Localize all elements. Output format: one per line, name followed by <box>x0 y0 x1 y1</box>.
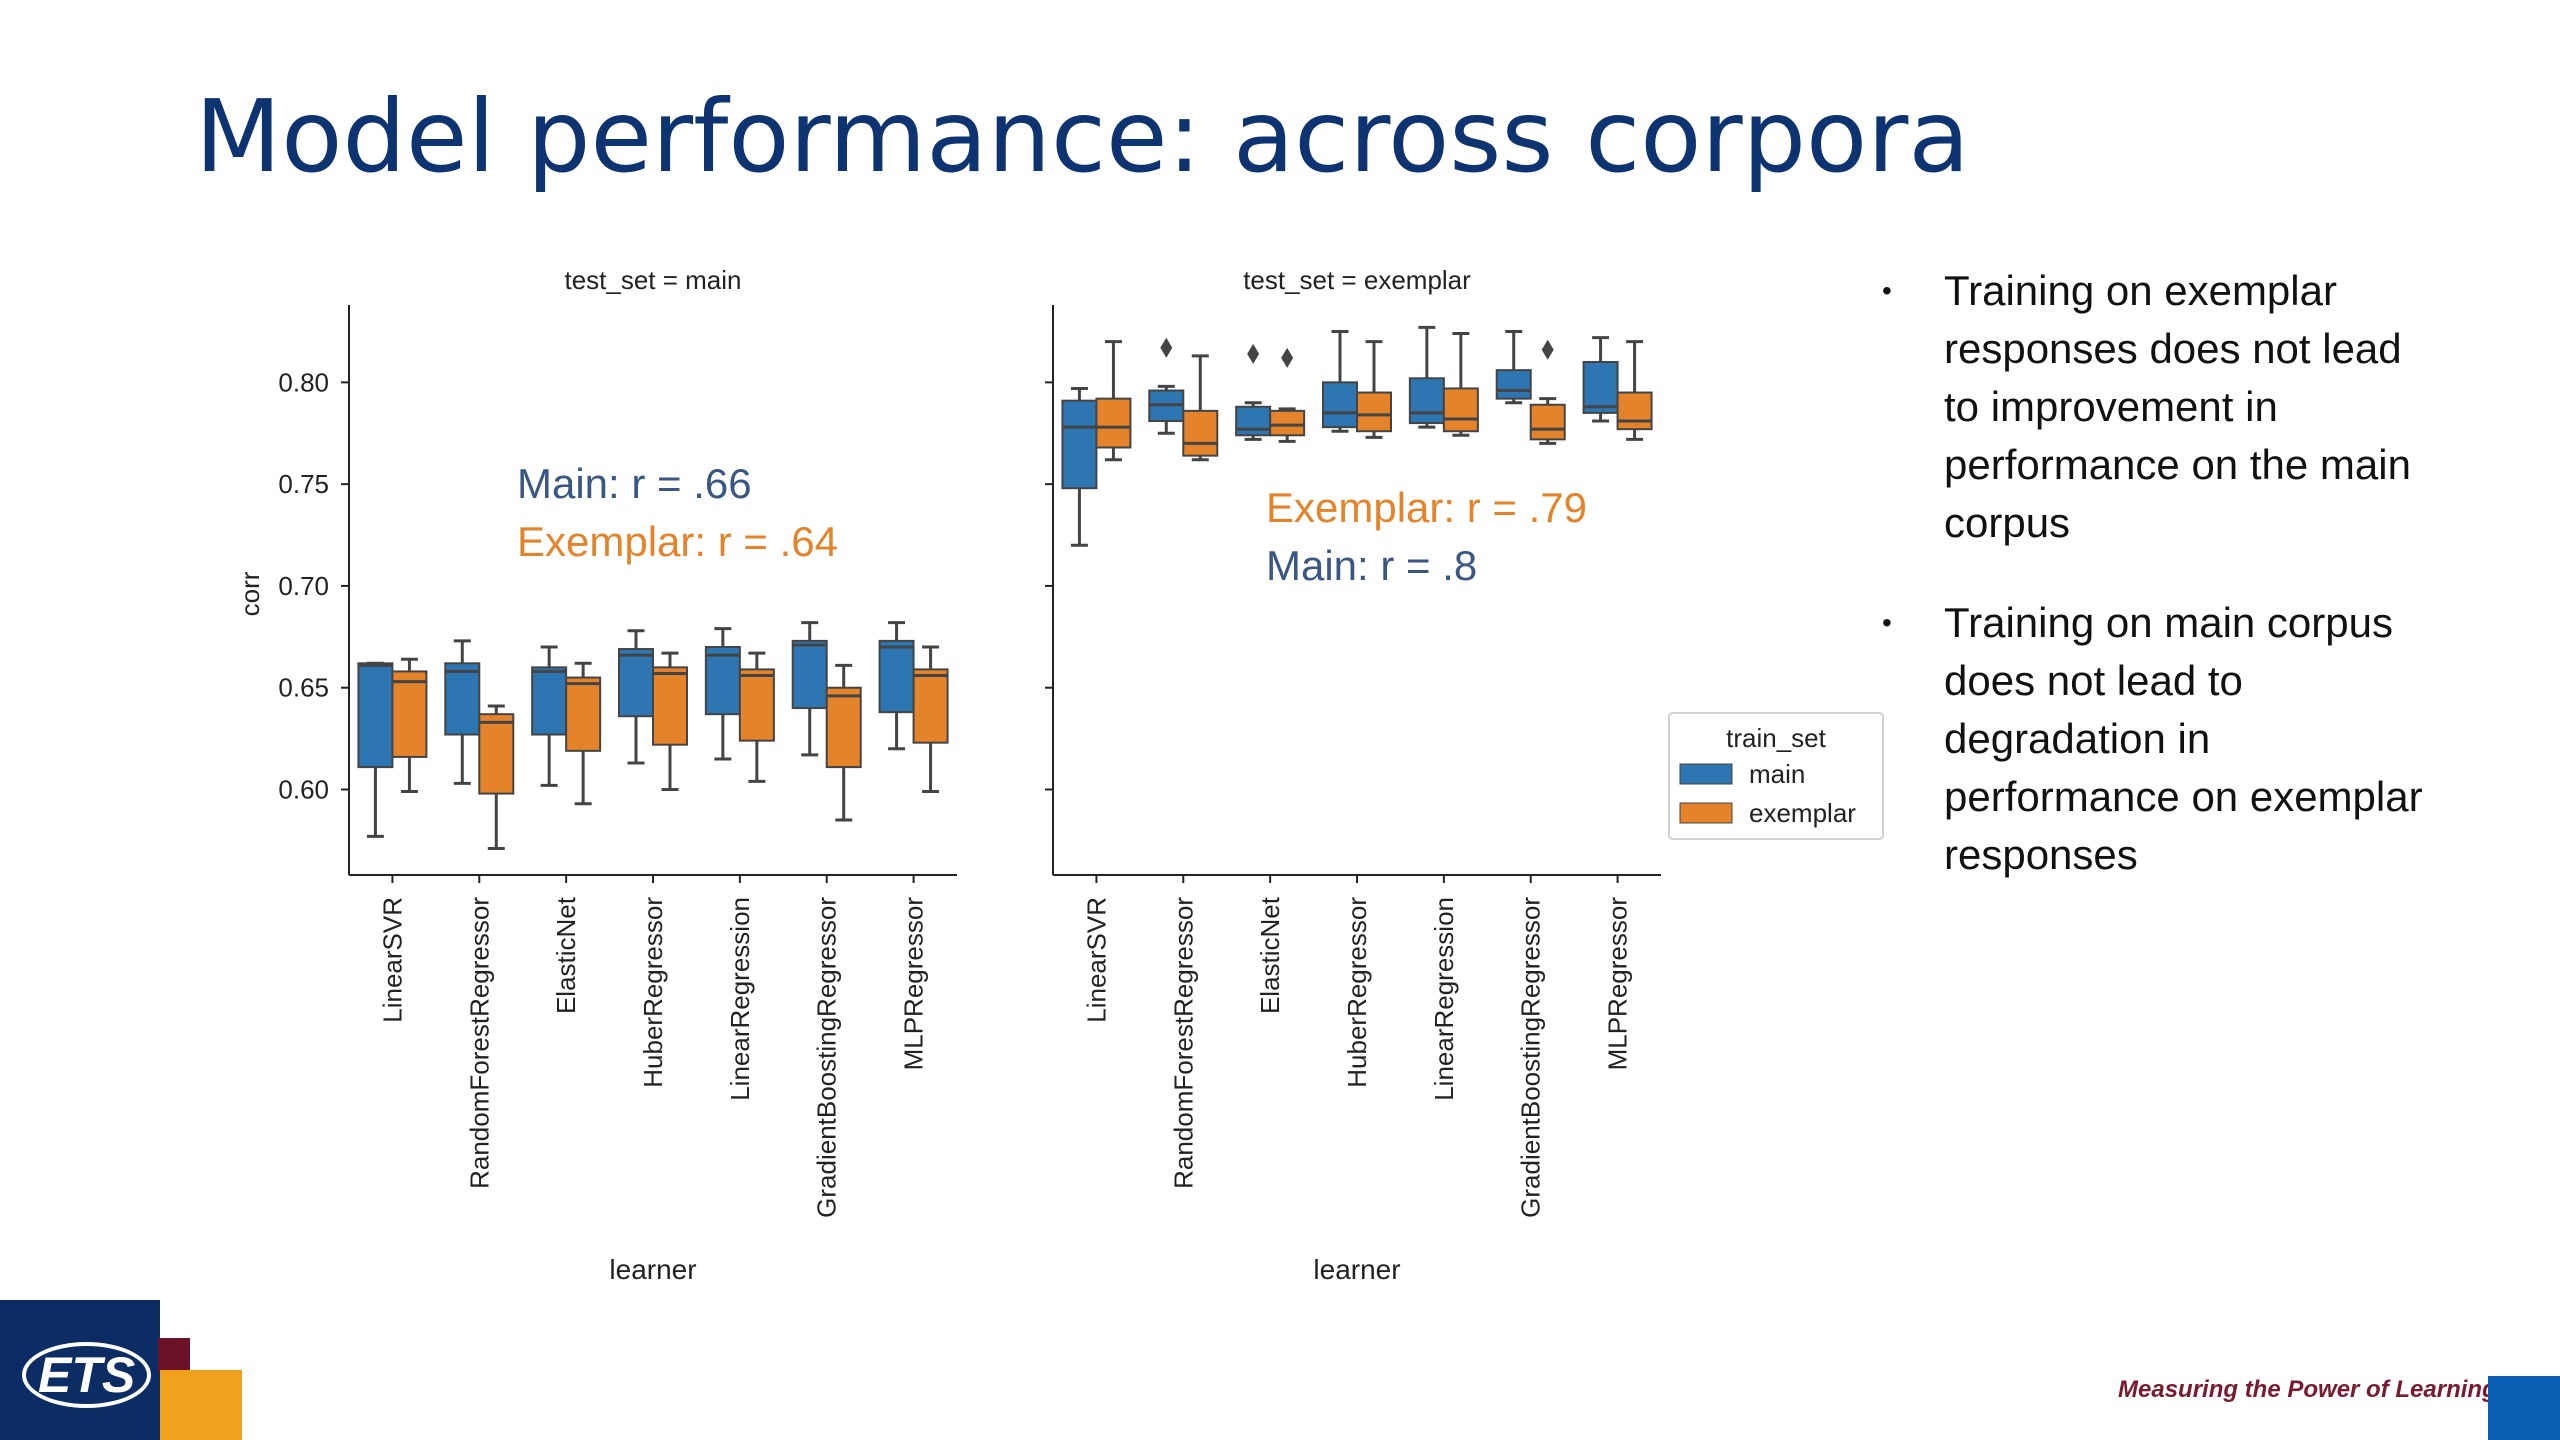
box-main <box>1061 399 1098 490</box>
x-tick-label: MLPRegressor <box>1603 897 1633 1071</box>
box-exemplar <box>391 670 428 758</box>
box-exemplar <box>1182 409 1219 457</box>
x-tick-label: LinearRegression <box>1429 897 1459 1101</box>
x-axis-label: learner <box>1313 1254 1400 1285</box>
bullet-text: Training on main corpus does not lead to… <box>1944 599 2423 878</box>
bullet-item: • Training on main corpus does not lead … <box>1882 594 2442 884</box>
panel-title: test_set = exemplar <box>1243 265 1471 295</box>
bullet-marker-icon: • <box>1882 607 1892 638</box>
x-tick-label: LinearSVR <box>377 897 407 1023</box>
x-tick-label: LinearSVR <box>1081 897 1111 1023</box>
box-main <box>444 662 481 736</box>
x-tick-label: HuberRegressor <box>1342 897 1372 1088</box>
box-exemplar <box>1529 403 1566 441</box>
y-tick-label: 0.70 <box>278 571 329 601</box>
box-exemplar <box>1269 409 1306 437</box>
outlier-diamond <box>1541 339 1554 360</box>
box-main <box>791 639 828 710</box>
y-tick-label: 0.75 <box>278 469 329 499</box>
logo-accent-gold <box>160 1370 242 1440</box>
x-tick-label: ElasticNet <box>1255 896 1285 1014</box>
x-tick-label: RandomForestRegressor <box>1168 897 1198 1189</box>
slide-title: Model performance: across corpora <box>195 78 1970 195</box>
box-exemplar <box>652 666 688 746</box>
x-tick-label: LinearRegression <box>725 897 755 1101</box>
annotation-exemplar: Exemplar: r = .79 <box>1266 484 1587 531</box>
outlier-diamond <box>1247 343 1260 364</box>
box-main <box>1322 381 1358 429</box>
box-main <box>531 666 568 736</box>
box-exemplar <box>738 668 775 742</box>
box-main <box>1235 405 1272 437</box>
box-exemplar <box>1356 391 1392 433</box>
x-tick-label: MLPRegressor <box>899 897 929 1071</box>
x-axis-label: learner <box>609 1254 696 1285</box>
annotation-exemplar: Exemplar: r = .64 <box>517 518 838 565</box>
bullet-marker-icon: • <box>1882 275 1892 306</box>
box-main <box>618 648 654 718</box>
x-tick-label: GradientBoostingRegressor <box>1516 897 1546 1218</box>
legend-swatch-main <box>1679 763 1733 785</box>
box-exemplar <box>565 676 602 752</box>
legend-label: exemplar <box>1749 798 1856 828</box>
box-exemplar <box>1616 391 1653 431</box>
legend-label: main <box>1749 759 1805 789</box>
box-exemplar <box>912 668 949 744</box>
box-exemplar <box>1095 397 1132 449</box>
x-tick-label: HuberRegressor <box>638 897 668 1088</box>
panel-title: test_set = main <box>564 265 741 295</box>
box-exemplar <box>1442 387 1479 433</box>
logo-accent-maroon <box>158 1338 190 1372</box>
bullet-text: Training on exemplar responses does not … <box>1944 267 2411 546</box>
annotation-main: Main: r = .66 <box>517 460 752 507</box>
y-tick-label: 0.80 <box>278 367 329 397</box>
outlier-diamond <box>1281 347 1294 368</box>
box-main <box>878 639 915 714</box>
legend-title: train_set <box>1726 723 1826 753</box>
box-main <box>704 646 741 716</box>
annotation-main: Main: r = .8 <box>1266 542 1477 589</box>
logo-text: ETS <box>22 1342 152 1408</box>
corner-decoration <box>2488 1376 2560 1440</box>
y-tick-label: 0.60 <box>278 775 329 805</box>
y-axis-label: corr <box>235 571 265 616</box>
x-tick-label: GradientBoostingRegressor <box>812 897 842 1218</box>
legend-swatch-exemplar <box>1679 802 1733 824</box>
ets-logo: ETS <box>0 1300 160 1440</box>
y-tick-label: 0.65 <box>278 673 329 703</box>
box-main <box>1582 361 1619 414</box>
tagline: Measuring the Power of Learning. <box>2118 1376 2504 1403</box>
outlier-diamond <box>1160 337 1173 358</box>
x-tick-label: ElasticNet <box>551 896 581 1014</box>
box-exemplar <box>478 713 515 795</box>
boxplot-chart: test_set = main 0.60 0.65 0.70 0.75 0.80 Linea… <box>235 265 1884 1285</box>
box-main <box>1495 369 1532 400</box>
box-main <box>1408 377 1445 425</box>
bullet-list: • Training on exemplar responses does no… <box>1882 262 2442 926</box>
x-tick-label: RandomForestRegressor <box>464 897 494 1189</box>
box-main <box>357 662 394 769</box>
box-exemplar <box>825 686 862 769</box>
bullet-item: • Training on exemplar responses does no… <box>1882 262 2442 552</box>
